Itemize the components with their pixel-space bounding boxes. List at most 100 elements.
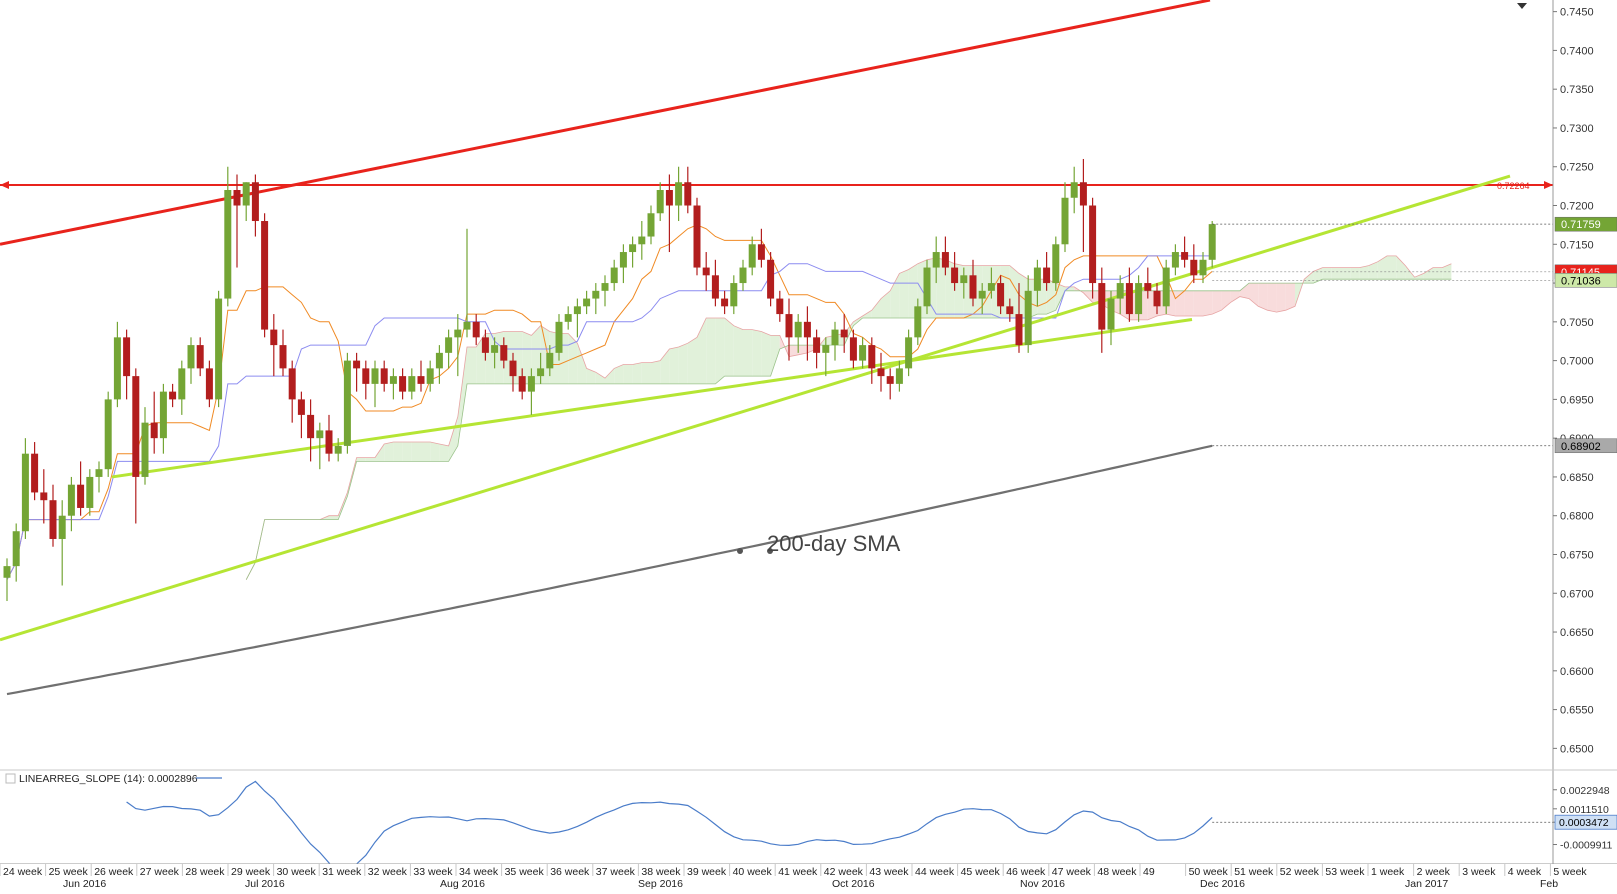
week-label: 53 week xyxy=(1325,866,1365,878)
cloud-segment xyxy=(1230,290,1240,303)
price-label-text: 0.71036 xyxy=(1561,275,1601,287)
week-label: 2 week xyxy=(1417,866,1451,878)
oscillator-line xyxy=(126,780,1213,876)
candle-body xyxy=(40,492,48,501)
month-label: Dec 2016 xyxy=(1200,878,1245,889)
cloud-segment xyxy=(651,360,661,384)
candle-body xyxy=(693,205,701,268)
candle-body xyxy=(610,267,618,284)
sma-200-path xyxy=(6,444,1213,696)
week-label: 49 xyxy=(1143,866,1155,878)
cloud-segment xyxy=(881,290,891,318)
candle-body xyxy=(518,376,526,392)
candle-body xyxy=(261,221,269,330)
candle-body xyxy=(739,267,747,284)
candle-body xyxy=(978,290,986,299)
candle-body xyxy=(665,190,673,206)
price-tick-label: 0.6550 xyxy=(1560,705,1594,717)
cloud-segment xyxy=(1350,267,1360,280)
candle-body xyxy=(491,345,499,353)
candle-body xyxy=(564,314,572,322)
oscillator-tick-label: 0.0011510 xyxy=(1560,804,1609,816)
week-label: 41 week xyxy=(778,866,818,878)
candle-body xyxy=(1033,267,1041,291)
candle-body xyxy=(1199,259,1207,276)
cloud-segment xyxy=(1377,255,1387,280)
cloud-segment xyxy=(1055,283,1065,311)
candle-body xyxy=(86,476,94,508)
cloud-segment xyxy=(586,368,596,384)
cloud-segment xyxy=(1046,279,1056,315)
candle-body xyxy=(877,368,885,377)
week-label: 45 week xyxy=(961,866,1001,878)
cloud-segment xyxy=(577,343,587,384)
price-tick-label: 0.7000 xyxy=(1560,356,1594,368)
cloud-segment xyxy=(1065,286,1075,291)
candle-body xyxy=(629,244,637,253)
cloud-segment xyxy=(1442,263,1452,280)
price-tick-label: 0.7250 xyxy=(1560,162,1594,174)
candle-body xyxy=(1070,182,1078,198)
candle-body xyxy=(1116,283,1124,299)
candle-body xyxy=(573,306,581,315)
candle-body xyxy=(21,453,29,532)
cloud-segment xyxy=(1009,265,1019,318)
candle-body xyxy=(849,337,857,361)
kijun-line xyxy=(6,255,1213,580)
week-label: 48 week xyxy=(1097,866,1137,878)
cloud-segment xyxy=(411,442,421,462)
candle-body xyxy=(702,267,710,276)
price-tick-label: 0.6500 xyxy=(1560,743,1594,755)
candle-body xyxy=(169,391,177,400)
candle-body xyxy=(481,337,489,353)
cloud-segment xyxy=(1359,265,1369,280)
week-label: 51 week xyxy=(1234,866,1274,878)
week-label: 35 week xyxy=(505,866,545,878)
cloud-segment xyxy=(1074,286,1084,293)
candle-body xyxy=(555,321,563,353)
cloud-segment xyxy=(384,442,394,462)
week-label: 29 week xyxy=(231,866,271,878)
week-label: 27 week xyxy=(140,866,180,878)
cloud-segment xyxy=(1221,290,1231,311)
cloud-segment xyxy=(1304,271,1314,284)
candle-body xyxy=(178,368,186,400)
candle-body xyxy=(1043,267,1051,284)
candle-body xyxy=(159,391,167,439)
cloud-segment xyxy=(1285,283,1295,311)
candle-body xyxy=(619,252,627,268)
cloud-segment xyxy=(402,442,412,462)
cloud-segment xyxy=(936,257,946,318)
candle-body xyxy=(997,283,1005,307)
candle-body xyxy=(371,368,379,384)
week-label: 28 week xyxy=(185,866,225,878)
cloud-segment xyxy=(1313,267,1323,284)
price-tick-label: 0.6800 xyxy=(1560,511,1594,523)
candle-body xyxy=(1171,252,1179,268)
annotation-dot xyxy=(737,548,743,554)
candle-body xyxy=(408,376,416,392)
candle-body xyxy=(794,321,802,338)
cloud-segment xyxy=(798,345,808,355)
oscillator-tick-label: 0.0022948 xyxy=(1560,785,1610,797)
cloud-segment xyxy=(595,372,605,384)
cloud-segment xyxy=(697,317,707,384)
cloud-segment xyxy=(329,515,339,520)
week-label: 47 week xyxy=(1052,866,1092,878)
candle-body xyxy=(380,368,388,384)
cloud-segment xyxy=(908,263,918,318)
cloud-segment xyxy=(522,331,532,384)
candle-body xyxy=(923,267,931,307)
candle-body xyxy=(104,399,112,470)
candle-body xyxy=(1015,314,1023,346)
candle-body xyxy=(307,414,315,439)
cloud-segment xyxy=(724,317,734,377)
candle-body xyxy=(1061,197,1069,245)
price-label-box xyxy=(1554,273,1617,288)
oscillator-pane: LINEARREG_SLOPE (14): 0.0002896 0.0022948… xyxy=(5,773,1617,876)
candle-body xyxy=(334,445,342,454)
month-label: Nov 2016 xyxy=(1020,878,1065,889)
resistance-arrow-right xyxy=(1544,181,1553,190)
sma-annotation-text: 200-day SMA xyxy=(767,531,901,556)
